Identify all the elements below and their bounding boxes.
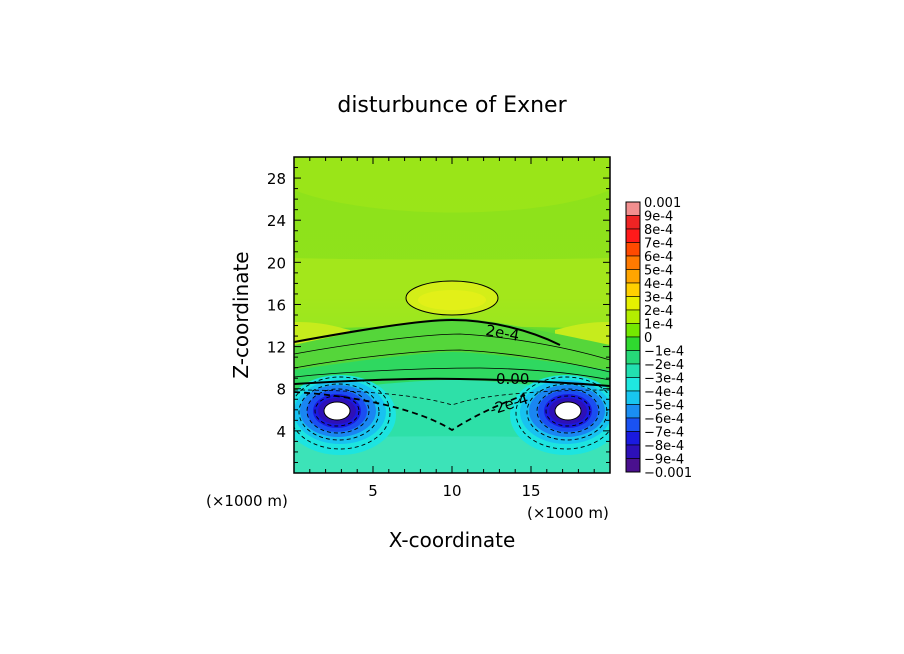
colorbar-label: −4e-4 — [644, 385, 684, 400]
y-tick-label: 20 — [267, 254, 286, 272]
colorbar-swatch — [625, 444, 641, 459]
colorbar-swatch — [625, 336, 641, 351]
colorbar-swatch — [625, 228, 641, 243]
x-tick-label: 5 — [368, 482, 378, 500]
contour-label-zero: 0.00 — [496, 370, 529, 388]
y-tick-label: 12 — [267, 339, 286, 357]
x-tick-label: 10 — [442, 482, 461, 500]
colorbar-label: −9e-4 — [644, 453, 684, 468]
colorbar-swatch — [625, 350, 641, 365]
contour-field — [294, 157, 610, 473]
colorbar-swatch — [625, 458, 641, 473]
colorbar-label: −5e-4 — [644, 399, 684, 414]
x-axis-label: X-coordinate — [389, 528, 516, 552]
y-axis-label: Z-coordinate — [229, 251, 253, 378]
colorbar-label: 9e-4 — [644, 210, 673, 225]
y-tick-label: 28 — [267, 170, 286, 188]
y-tick-label: 24 — [267, 212, 286, 230]
colorbar-label: 0 — [644, 331, 652, 346]
colorbar-swatch — [625, 215, 641, 230]
chart-title: disturbunce of Exner — [337, 93, 567, 118]
colorbar-swatch — [625, 296, 641, 311]
colorbar-swatch — [625, 404, 641, 419]
colorbar-swatch — [625, 390, 641, 405]
colorbar-swatch — [625, 323, 641, 338]
colorbar-label: 8e-4 — [644, 223, 673, 238]
colorbar-swatch — [625, 269, 641, 284]
colorbar-label: 5e-4 — [644, 264, 673, 279]
colorbar-swatch — [625, 363, 641, 378]
colorbar-frame — [625, 201, 641, 473]
colorbar-swatch — [625, 417, 641, 432]
x-unit-label-left: (×1000 m) — [206, 492, 288, 510]
colorbar-label: −8e-4 — [644, 439, 684, 454]
x-axis: 5 10 15 — [309, 157, 595, 500]
colorbar-label: −3e-4 — [644, 372, 684, 387]
contour-label-pos: 2e-4 — [484, 321, 520, 345]
colorbar-label: 4e-4 — [644, 277, 673, 292]
colorbar-label: −1e-4 — [644, 345, 684, 360]
colorbar-label: 2e-4 — [644, 304, 673, 319]
colorbar-swatch — [625, 282, 641, 297]
colorbar-label: 6e-4 — [644, 250, 673, 265]
colorbar-label: 7e-4 — [644, 237, 673, 252]
colorbar-label: −6e-4 — [644, 412, 684, 427]
y-tick-label: 16 — [267, 296, 286, 314]
colorbar-swatch — [625, 201, 641, 216]
y-axis: 4 8 12 16 20 24 28 — [267, 167, 610, 463]
colorbar-swatch — [625, 242, 641, 257]
colorbar-label: −7e-4 — [644, 426, 684, 441]
x-tick-label: 15 — [521, 482, 540, 500]
x-unit-label-right: (×1000 m) — [527, 504, 609, 522]
y-tick-label: 4 — [276, 423, 286, 441]
colorbar-swatch — [625, 377, 641, 392]
colorbar-label: 1e-4 — [644, 318, 673, 333]
colorbar-swatch — [625, 431, 641, 446]
y-tick-label: 8 — [276, 381, 286, 399]
colorbar-label: −2e-4 — [644, 358, 684, 373]
colorbar-swatch — [625, 255, 641, 270]
colorbar-label: 3e-4 — [644, 291, 673, 306]
colorbar-swatch — [625, 309, 641, 324]
colorbar: 0.0019e-48e-47e-46e-45e-44e-43e-42e-41e-… — [625, 196, 692, 481]
colorbar-label: −0.001 — [644, 466, 692, 481]
colorbar-label: 0.001 — [644, 196, 681, 211]
